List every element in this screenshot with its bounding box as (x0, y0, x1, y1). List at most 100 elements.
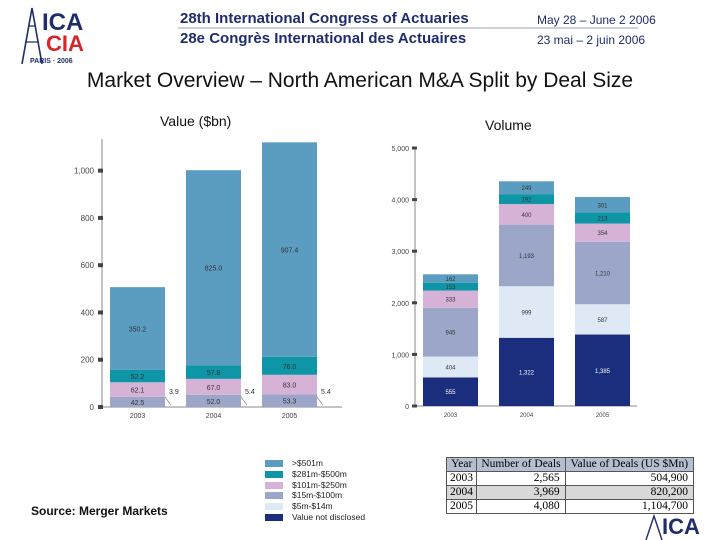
bar-value-label: 555 (445, 390, 456, 396)
logo-top-text: ICA (42, 9, 83, 36)
table-row: 2003 2,565 504,900 (445, 471, 695, 486)
y-tick-label: 0 (405, 404, 409, 411)
bar-segment (499, 337, 554, 406)
bar-value-label: 57.8 (207, 370, 221, 377)
y-tick-mark (412, 198, 417, 202)
bar-segment (575, 334, 630, 406)
legend-swatch (265, 492, 283, 500)
side-label-leader (240, 396, 248, 406)
bar-value-label: 67.0 (207, 385, 221, 392)
footer-logo-text: ICA (662, 514, 700, 539)
volume-chart: 0 1,000 2,000 3,000 4,000 5,000 555 404 945 333 15… (391, 146, 637, 419)
bar-segment (110, 287, 165, 370)
side-label-leader (164, 396, 172, 406)
legend-swatch (265, 470, 283, 478)
y-tick-mark (412, 404, 417, 408)
bar-value-label: 162 (445, 277, 456, 283)
bar-segment (423, 282, 478, 291)
bar-value-label: 400 (521, 213, 532, 219)
bar-segment (423, 356, 478, 378)
side-label-leader (316, 396, 324, 406)
value-chart: 0 200 400 600 800 1,000 42.5 62.1 52.2 350.2 2003 3… (74, 139, 342, 420)
bar-value-label: 404 (445, 365, 456, 371)
side-value-label: 3.9 (169, 389, 179, 396)
bar-segment (575, 304, 630, 335)
dates-en: May 28 – June 2 2006 (537, 13, 656, 27)
bar-segment (110, 382, 165, 397)
table-cell-year: 2003 (445, 471, 478, 486)
y-tick-mark (98, 357, 103, 362)
table-cell-year: 2005 (445, 499, 478, 514)
value-chart-title: Value ($bn) (160, 113, 232, 129)
y-tick-label: 3,000 (391, 249, 409, 256)
bar-value-label: 76.0 (283, 364, 297, 371)
bar-segment (262, 356, 317, 375)
congress-title-fr: 28e Congrès International des Actuaires (180, 30, 467, 47)
y-tick-label: 800 (81, 214, 95, 223)
y-tick-label: 600 (81, 261, 95, 270)
table-cell-value: 504,900 (564, 471, 695, 486)
legend-swatch (265, 513, 283, 521)
bar-value-label: 945 (445, 331, 456, 337)
congress-title-en: 28th International Congress of Actuaries (180, 10, 469, 27)
bar-value-label: 907.4 (281, 248, 299, 255)
bar-value-label: 1,193 (519, 254, 535, 260)
bar-value-label: 825.0 (205, 266, 223, 273)
bar-segment (262, 394, 317, 407)
legend-label: $101m-$250m (292, 479, 347, 490)
source-note: Source: Merger Markets (31, 504, 168, 518)
bar-value-label: 52.2 (131, 374, 145, 381)
legend-label: $5m-$14m (292, 501, 333, 512)
legend-label: $281m-$500m (292, 468, 347, 479)
bar-value-label: 192 (521, 198, 532, 204)
y-tick-mark (412, 301, 417, 305)
bar-value-label: 999 (521, 311, 532, 317)
bar-segment (423, 274, 478, 283)
bar-segment (186, 170, 241, 366)
bar-segment (499, 204, 554, 225)
y-tick-label: 5,000 (391, 146, 409, 153)
legend-label: $15m-$100m (292, 490, 343, 501)
y-tick-mark (412, 249, 417, 253)
y-tick-mark (98, 215, 103, 220)
x-tick-label: 2003 (444, 413, 458, 419)
x-tick-label: 2003 (130, 413, 146, 420)
bar-segment (423, 290, 478, 308)
table-cell-deals: 2,565 (476, 471, 566, 486)
bar-value-label: 42.5 (131, 400, 145, 407)
bar-segment (575, 197, 630, 213)
y-tick-label: 2,000 (391, 301, 409, 308)
bar-value-label: 249 (521, 186, 532, 192)
header-divider (178, 27, 638, 29)
legend-swatch (265, 503, 283, 511)
bar-value-label: 52.0 (207, 399, 221, 406)
table-cell-deals: 3,969 (476, 485, 566, 500)
x-tick-label: 2005 (282, 413, 298, 420)
bar-segment (186, 394, 241, 407)
y-tick-mark (98, 310, 103, 315)
table-row: 2005 4,080 1,104,700 (445, 499, 695, 514)
bar-value-label: 1,385 (595, 369, 611, 375)
bar-segment (499, 286, 554, 338)
bar-segment (262, 374, 317, 395)
bar-value-label: 213 (597, 217, 608, 223)
bar-segment (186, 365, 241, 379)
bar-value-label: 587 (597, 318, 608, 324)
bar-segment (262, 142, 317, 357)
bar-value-label: 350.2 (129, 327, 147, 334)
bar-value-label: 83.0 (283, 383, 297, 390)
y-tick-label: 400 (81, 308, 95, 317)
logo-city-text: PARIS · 2006 (30, 58, 73, 65)
bar-segment (575, 212, 630, 224)
bar-value-label: 354 (597, 231, 608, 237)
bar-value-label: 153 (445, 285, 456, 291)
bar-value-label: 333 (445, 298, 456, 304)
footer-logo: ICA (645, 513, 700, 540)
y-tick-label: 200 (81, 356, 95, 365)
bar-segment (575, 223, 630, 242)
y-tick-mark (412, 352, 417, 356)
logo-bottom-text: CIA (46, 31, 84, 56)
bar-segment (110, 369, 165, 383)
legend-label: >$501m (292, 458, 323, 468)
